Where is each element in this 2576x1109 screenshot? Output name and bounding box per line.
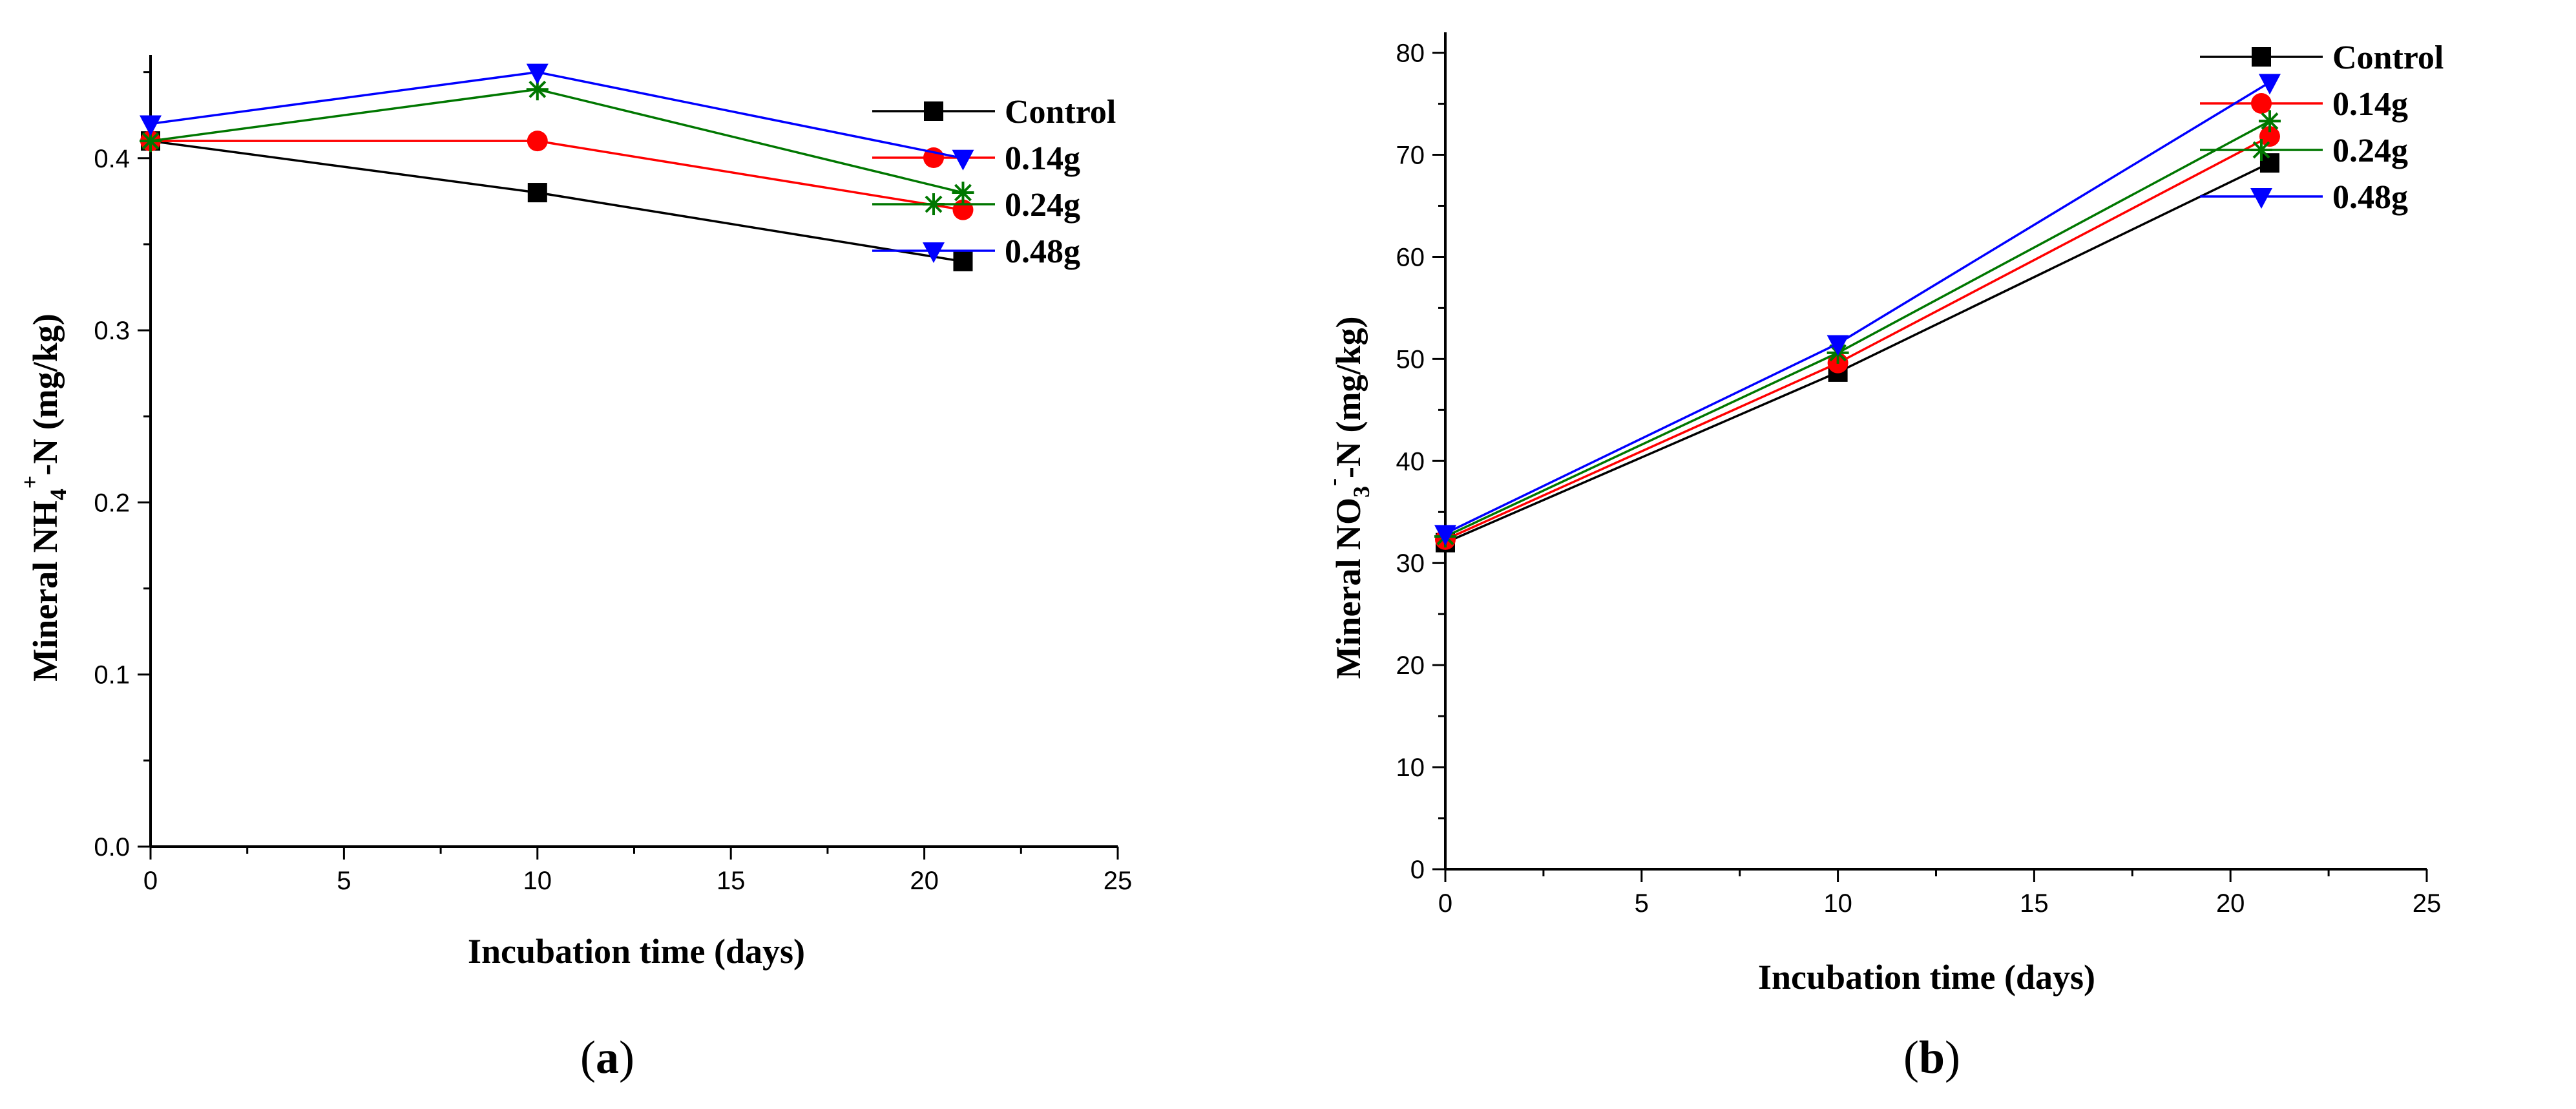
x-tick-label-b-5: 25 bbox=[2413, 889, 2442, 918]
legend-marker-a-3 bbox=[923, 242, 945, 263]
legend-label-a-2: 0.24g bbox=[1005, 187, 1080, 224]
x-tick-label-b-2: 10 bbox=[1823, 889, 1852, 918]
y-tick-label-b-7: 70 bbox=[1396, 142, 1425, 170]
panel-label-b: (b) bbox=[1903, 1031, 1960, 1083]
x-axis-title-b: Incubation time (days) bbox=[1758, 958, 2095, 997]
y-axis-title-tail-b: -N (mg/kg) bbox=[1329, 317, 1368, 478]
x-tick-label-a-3: 15 bbox=[717, 867, 746, 895]
data-point-a-1-1 bbox=[527, 131, 548, 152]
data-point-a-3-1 bbox=[526, 63, 549, 85]
data-point-a-3-2 bbox=[952, 149, 974, 171]
data-point-a-2-2 bbox=[952, 182, 974, 204]
series-line-b-3 bbox=[1445, 81, 2270, 534]
data-point-b-3-1 bbox=[1827, 335, 1849, 356]
x-tick-label-b-0: 0 bbox=[1438, 889, 1452, 918]
panel-label-a: (a) bbox=[580, 1031, 634, 1083]
y-axis-title-sub-b: 3 bbox=[1348, 486, 1374, 498]
y-tick-label-a-0: 0.0 bbox=[94, 833, 130, 861]
data-point-a-2-0 bbox=[140, 130, 162, 153]
legend-marker-b-3 bbox=[2250, 188, 2272, 209]
y-tick-label-b-1: 10 bbox=[1396, 754, 1425, 782]
series-line-a-3 bbox=[150, 70, 963, 160]
y-axis-title-b: Mineral NO3--N (mg/kg) bbox=[1320, 317, 1374, 679]
legend-marker-b-0 bbox=[2252, 47, 2271, 67]
data-point-b-0-2 bbox=[2259, 153, 2279, 173]
legend-label-a-1: 0.14g bbox=[1005, 140, 1080, 177]
data-point-a-0-2 bbox=[953, 251, 973, 271]
chart-panel-a: Incubation time (days) Mineral NH4+-N (m… bbox=[17, 55, 1132, 1083]
x-axis-title-a: Incubation time (days) bbox=[468, 932, 805, 971]
x-tick-label-b-1: 5 bbox=[1635, 889, 1649, 918]
x-tick-label-b-3: 15 bbox=[2020, 889, 2049, 918]
legend-label-a-3: 0.48g bbox=[1005, 233, 1080, 270]
y-axis-title-main-b: Mineral NO bbox=[1329, 498, 1368, 679]
y-tick-label-a-2: 0.2 bbox=[94, 489, 130, 517]
legend-label-b-1: 0.14g bbox=[2332, 86, 2408, 123]
data-point-b-2-2 bbox=[2258, 110, 2281, 132]
y-tick-label-b-0: 0 bbox=[1410, 856, 1425, 884]
y-tick-label-b-2: 20 bbox=[1396, 651, 1425, 680]
y-tick-label-b-4: 40 bbox=[1396, 447, 1425, 476]
legend-marker-b-1 bbox=[2251, 93, 2272, 114]
y-tick-label-a-3: 0.3 bbox=[94, 317, 130, 345]
data-point-b-3-2 bbox=[2258, 74, 2281, 95]
legend-marker-b-2 bbox=[2250, 139, 2272, 161]
y-tick-label-b-6: 60 bbox=[1396, 243, 1425, 271]
y-axis-title-sup-a: + bbox=[17, 476, 43, 489]
y-tick-label-a-4: 0.4 bbox=[94, 145, 130, 173]
x-tick-label-b-4: 20 bbox=[2216, 889, 2245, 918]
data-point-b-1-2 bbox=[2259, 126, 2280, 147]
chart-panel-b: Incubation time (days) Mineral NO3--N (m… bbox=[1320, 32, 2444, 1083]
y-axis-title-a: Mineral NH4+-N (mg/kg) bbox=[17, 313, 71, 681]
y-tick-label-b-5: 50 bbox=[1396, 345, 1425, 374]
series-line-a-1 bbox=[151, 140, 963, 211]
legend-marker-a-0 bbox=[924, 101, 943, 121]
legend-label-b-3: 0.48g bbox=[2332, 179, 2408, 216]
y-axis-title-sup-b: - bbox=[1320, 478, 1346, 486]
legend-label-b-2: 0.24g bbox=[2332, 132, 2408, 169]
y-tick-label-b-8: 80 bbox=[1396, 39, 1425, 68]
y-axis-title-sub-a: 4 bbox=[45, 489, 71, 500]
x-tick-label-a-1: 5 bbox=[337, 867, 351, 895]
x-tick-label-a-2: 10 bbox=[523, 867, 552, 895]
y-axis-title-main-a: Mineral NH bbox=[26, 500, 65, 681]
legend-marker-a-2 bbox=[923, 193, 945, 215]
y-axis-title-tail-a: -N (mg/kg) bbox=[26, 313, 65, 475]
x-tick-label-a-4: 20 bbox=[910, 867, 939, 895]
x-tick-label-a-0: 0 bbox=[143, 867, 158, 895]
y-tick-label-b-3: 30 bbox=[1396, 549, 1425, 578]
y-tick-label-a-1: 0.1 bbox=[94, 661, 130, 690]
data-point-a-3-0 bbox=[140, 115, 162, 136]
data-point-b-3-0 bbox=[1434, 525, 1456, 546]
x-tick-label-a-5: 25 bbox=[1104, 867, 1133, 895]
series-line-a-0 bbox=[150, 140, 963, 263]
legend-label-a-0: Control bbox=[1005, 94, 1116, 131]
data-point-a-0-1 bbox=[527, 183, 547, 203]
legend-label-b-0: Control bbox=[2332, 39, 2444, 76]
